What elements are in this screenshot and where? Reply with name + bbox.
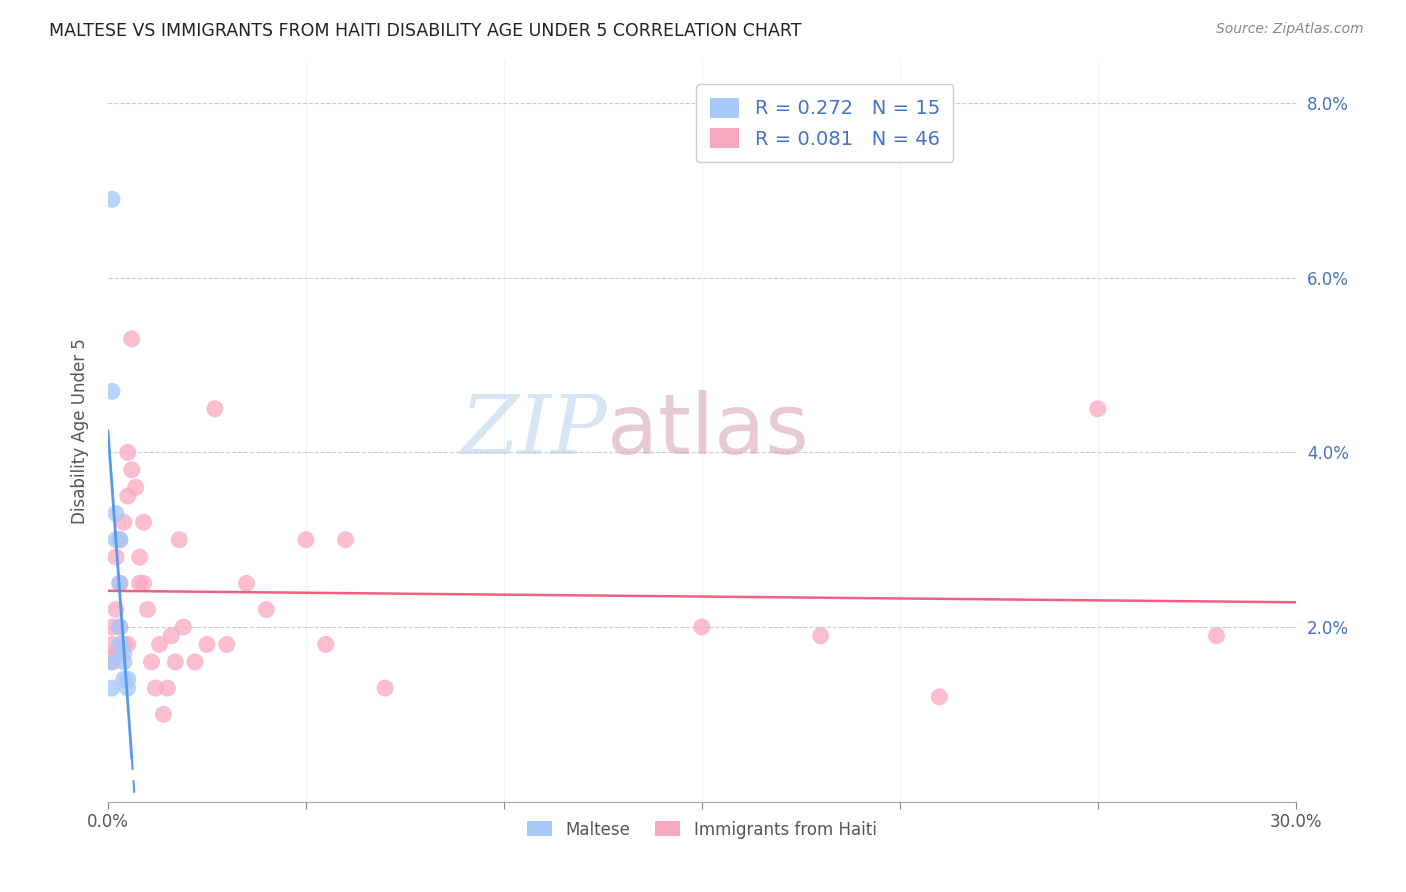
Point: [112, 646, 135, 660]
Point: [215, 637, 238, 651]
Point: [117, 681, 139, 695]
Point: [108, 576, 131, 591]
Point: [121, 332, 143, 346]
Text: atlas: atlas: [607, 390, 808, 471]
Point: [128, 550, 150, 565]
Text: ZIP: ZIP: [460, 391, 607, 471]
Point: [152, 707, 174, 722]
Point: [125, 480, 148, 494]
Point: [1205, 629, 1227, 643]
Point: [315, 637, 337, 651]
Point: [132, 515, 155, 529]
Point: [108, 620, 131, 634]
Point: [112, 673, 135, 687]
Point: [167, 533, 190, 547]
Point: [101, 384, 124, 399]
Point: [117, 637, 139, 651]
Point: [108, 637, 131, 651]
Point: [810, 629, 832, 643]
Point: [141, 655, 163, 669]
Point: [156, 681, 179, 695]
Point: [101, 620, 124, 634]
Point: [928, 690, 950, 704]
Point: [101, 655, 124, 669]
Legend: Maltese, Immigrants from Haiti: Maltese, Immigrants from Haiti: [520, 814, 883, 846]
Point: [165, 655, 187, 669]
Point: [690, 620, 713, 634]
Text: MALTESE VS IMMIGRANTS FROM HAITI DISABILITY AGE UNDER 5 CORRELATION CHART: MALTESE VS IMMIGRANTS FROM HAITI DISABIL…: [49, 22, 801, 40]
Point: [204, 401, 226, 416]
Point: [254, 602, 277, 616]
Point: [117, 673, 139, 687]
Point: [148, 637, 170, 651]
Point: [104, 507, 127, 521]
Point: [117, 445, 139, 459]
Point: [101, 192, 124, 206]
Point: [108, 533, 131, 547]
Point: [117, 489, 139, 503]
Point: [108, 576, 131, 591]
Point: [335, 533, 357, 547]
Point: [112, 515, 135, 529]
Point: [172, 620, 194, 634]
Point: [145, 681, 167, 695]
Point: [160, 629, 183, 643]
Point: [104, 602, 127, 616]
Point: [101, 681, 124, 695]
Point: [1087, 401, 1109, 416]
Point: [108, 533, 131, 547]
Point: [195, 637, 218, 651]
Point: [128, 576, 150, 591]
Point: [121, 463, 143, 477]
Point: [104, 550, 127, 565]
Point: [374, 681, 396, 695]
Point: [295, 533, 318, 547]
Point: [101, 637, 124, 651]
Point: [104, 533, 127, 547]
Point: [184, 655, 207, 669]
Point: [136, 602, 159, 616]
Point: [104, 646, 127, 660]
Point: [108, 620, 131, 634]
Point: [112, 655, 135, 669]
Point: [235, 576, 257, 591]
Text: Source: ZipAtlas.com: Source: ZipAtlas.com: [1216, 22, 1364, 37]
Point: [101, 655, 124, 669]
Point: [112, 637, 135, 651]
Point: [132, 576, 155, 591]
Y-axis label: Disability Age Under 5: Disability Age Under 5: [72, 338, 89, 524]
